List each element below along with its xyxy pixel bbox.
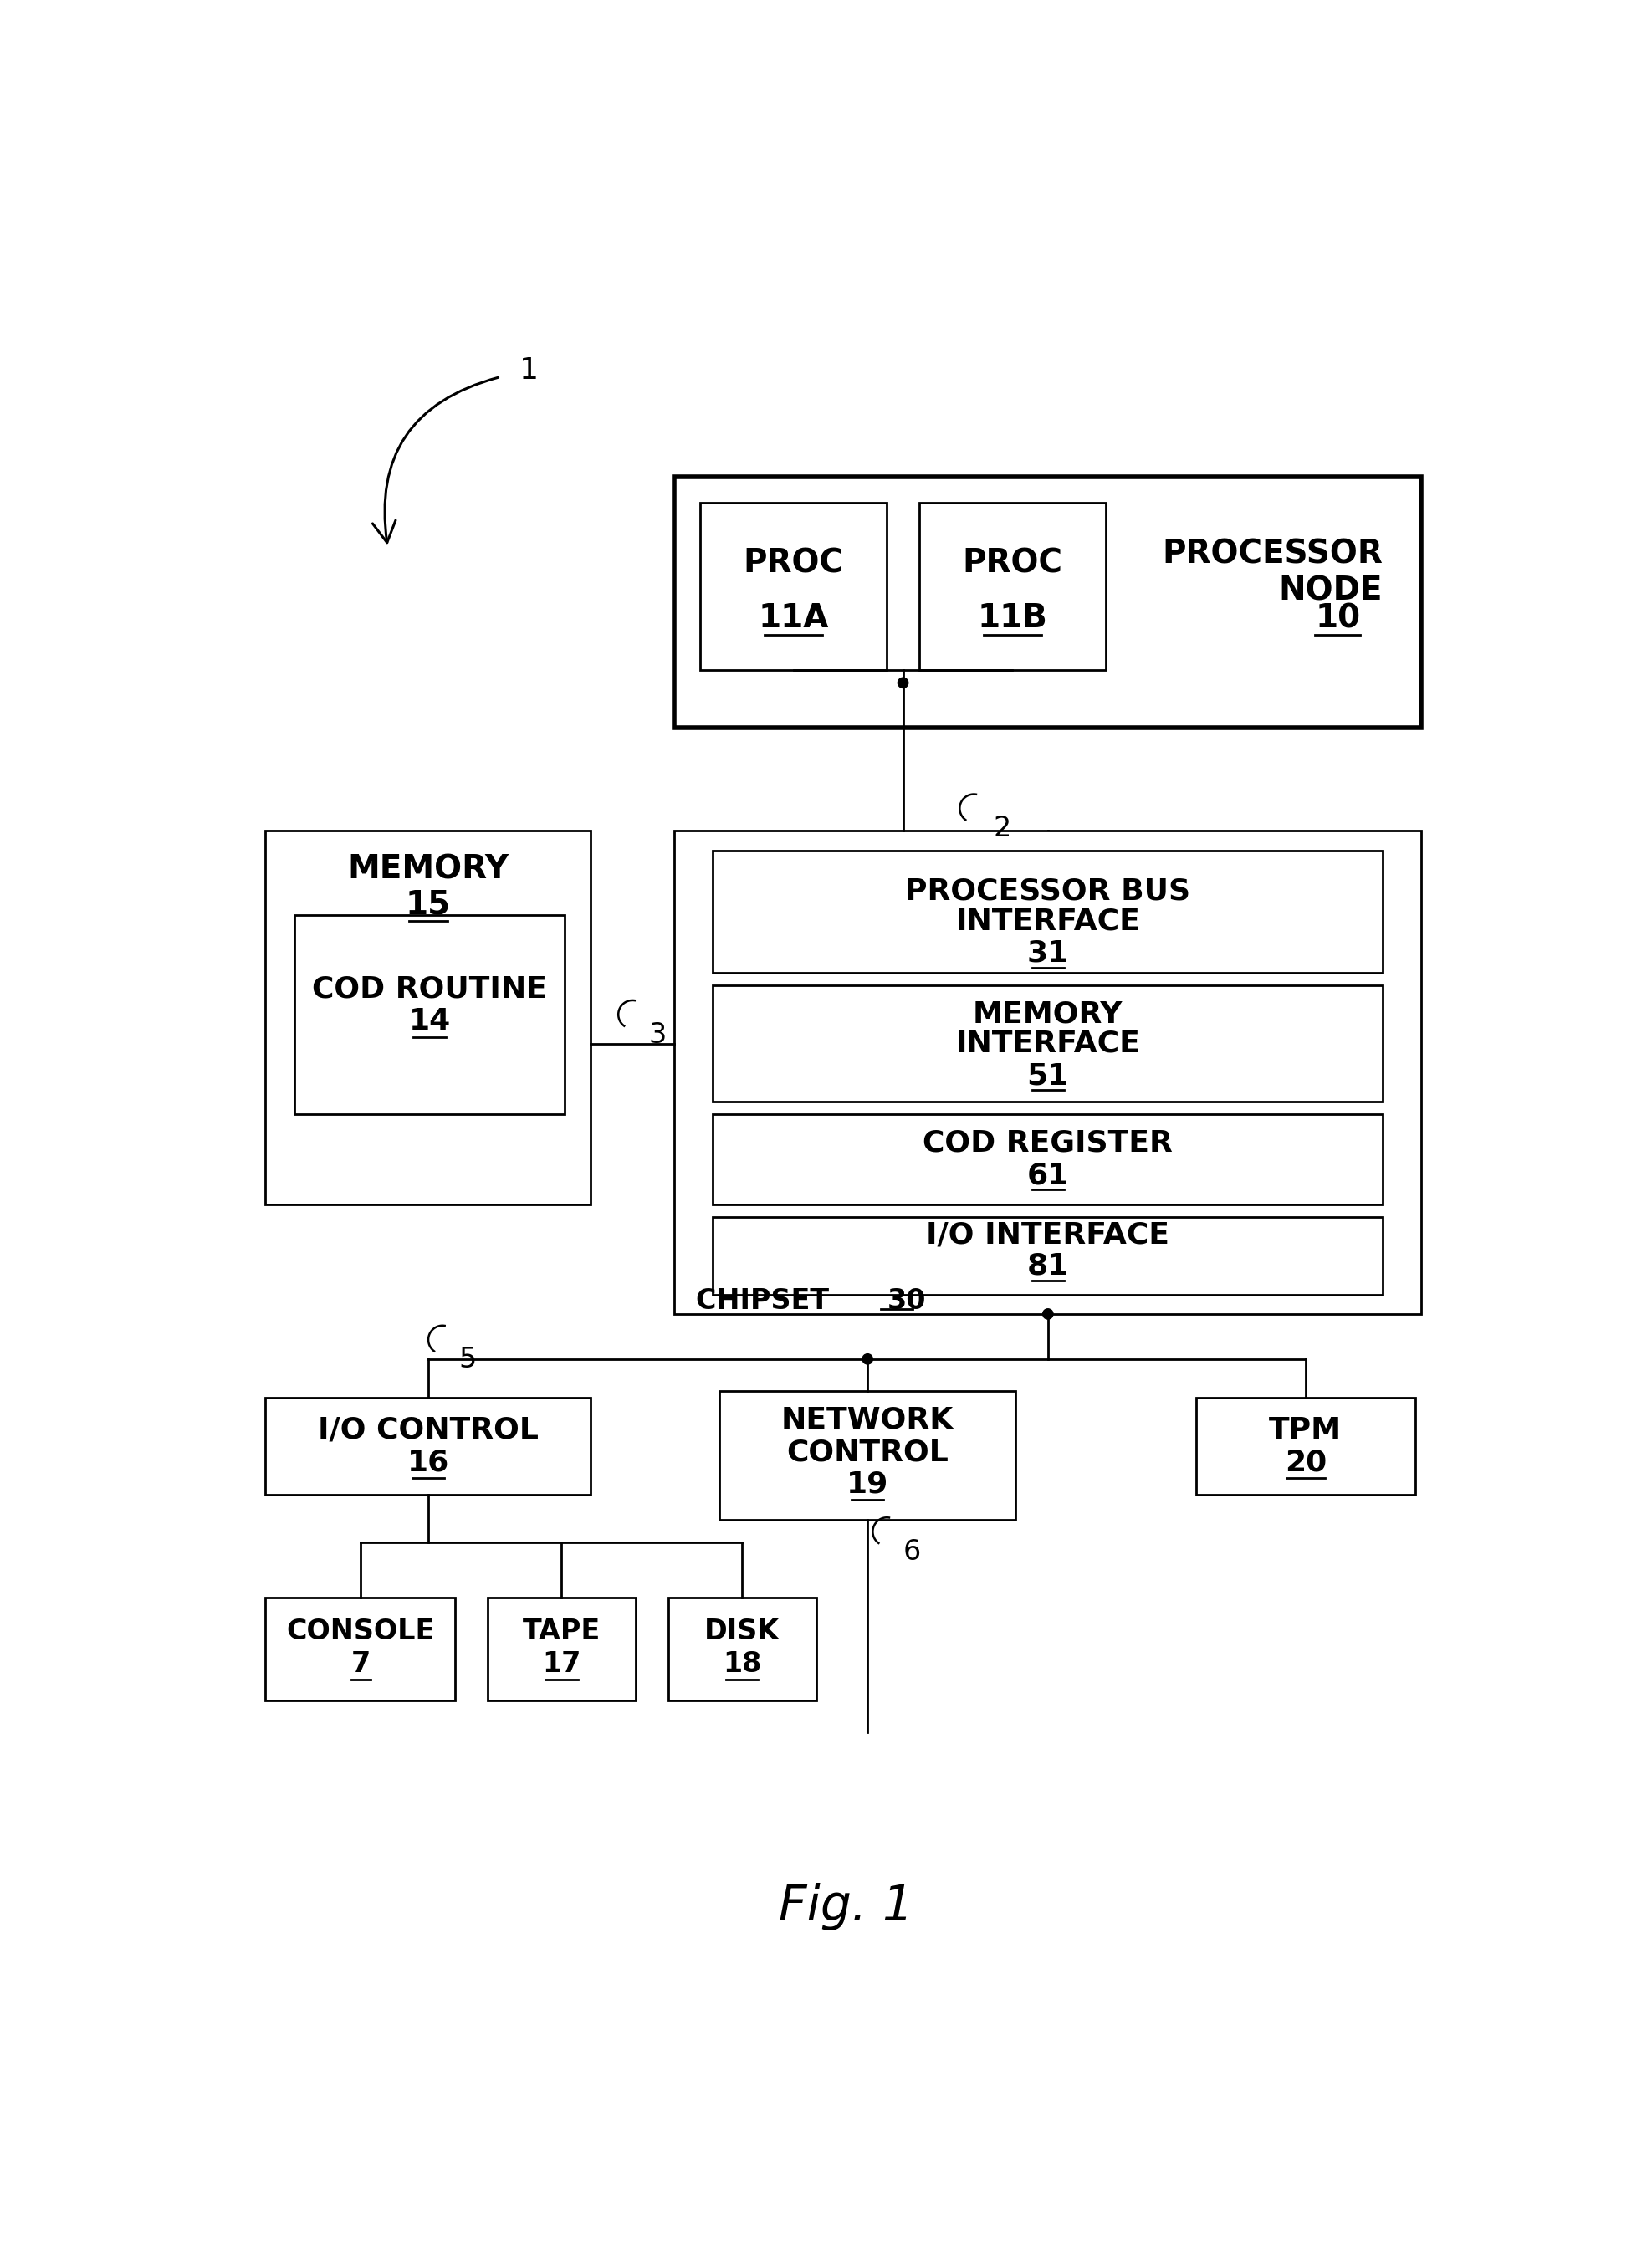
Text: MEMORY: MEMORY — [347, 855, 509, 886]
Bar — [674, 830, 1421, 1315]
Text: 16: 16 — [408, 1448, 449, 1477]
Bar — [674, 476, 1421, 728]
Text: 11A: 11A — [758, 602, 829, 634]
Text: 1: 1 — [520, 356, 539, 386]
Text: 81: 81 — [1028, 1252, 1069, 1281]
Bar — [266, 1398, 591, 1495]
Text: TPM: TPM — [1269, 1416, 1341, 1443]
Text: 17: 17 — [542, 1651, 582, 1678]
Bar — [294, 916, 565, 1114]
Text: 20: 20 — [1285, 1448, 1327, 1477]
Text: 2: 2 — [993, 814, 1011, 843]
Bar — [714, 1218, 1383, 1294]
Bar — [667, 1597, 816, 1700]
Text: 5: 5 — [459, 1346, 476, 1373]
FancyArrowPatch shape — [373, 377, 499, 543]
Text: INTERFACE: INTERFACE — [955, 907, 1140, 936]
Text: COD REGISTER: COD REGISTER — [923, 1130, 1173, 1157]
Text: 51: 51 — [1028, 1062, 1069, 1089]
Bar — [720, 1391, 1016, 1520]
Text: CONSOLE: CONSOLE — [286, 1617, 434, 1646]
Bar — [266, 830, 591, 1204]
Text: PROCESSOR
NODE: PROCESSOR NODE — [1161, 539, 1383, 607]
Bar — [714, 1114, 1383, 1204]
Text: 14: 14 — [408, 1006, 451, 1035]
Text: 7: 7 — [350, 1651, 370, 1678]
Text: PROC: PROC — [743, 548, 844, 580]
Text: CHIPSET: CHIPSET — [695, 1288, 839, 1315]
Bar — [700, 503, 887, 670]
Text: 15: 15 — [406, 888, 451, 920]
Circle shape — [1042, 1308, 1052, 1319]
Text: 10: 10 — [1315, 602, 1360, 634]
Bar — [266, 1597, 456, 1700]
Text: TAPE: TAPE — [522, 1617, 601, 1646]
Bar — [1196, 1398, 1416, 1495]
Text: PROC: PROC — [963, 548, 1062, 580]
Text: I/O INTERFACE: I/O INTERFACE — [927, 1222, 1170, 1249]
Circle shape — [897, 679, 909, 688]
Text: Fig. 1: Fig. 1 — [780, 1883, 914, 1930]
Bar — [714, 850, 1383, 972]
Text: 31: 31 — [1028, 938, 1069, 967]
Text: 61: 61 — [1028, 1161, 1069, 1191]
Text: INTERFACE: INTERFACE — [955, 1028, 1140, 1058]
Text: 18: 18 — [722, 1651, 762, 1678]
Text: 19: 19 — [846, 1470, 889, 1500]
Text: NETWORK: NETWORK — [781, 1407, 953, 1434]
Bar — [487, 1597, 636, 1700]
Text: PROCESSOR BUS: PROCESSOR BUS — [905, 877, 1191, 904]
Text: 11B: 11B — [978, 602, 1047, 634]
Text: DISK: DISK — [704, 1617, 780, 1646]
Text: 6: 6 — [904, 1538, 920, 1565]
Text: CONTROL: CONTROL — [786, 1439, 948, 1466]
Text: MEMORY: MEMORY — [973, 1001, 1123, 1028]
Text: 30: 30 — [887, 1288, 925, 1315]
Text: COD ROUTINE: COD ROUTINE — [312, 974, 547, 1003]
Bar — [714, 985, 1383, 1100]
Text: I/O CONTROL: I/O CONTROL — [317, 1416, 539, 1443]
Circle shape — [862, 1353, 872, 1364]
Text: 3: 3 — [649, 1022, 666, 1049]
Bar — [919, 503, 1105, 670]
